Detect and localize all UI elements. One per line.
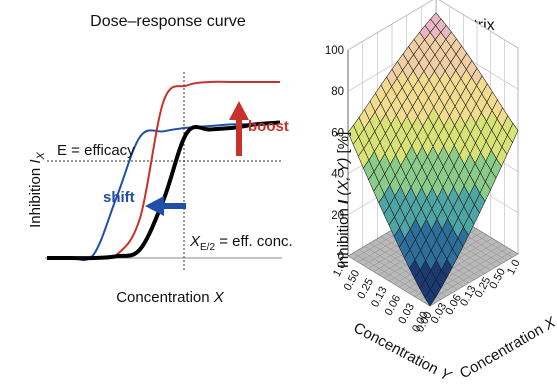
- boost-label: boost: [248, 118, 289, 135]
- shift-label: shift: [103, 189, 135, 206]
- chart-title: Dose–response curve: [90, 13, 246, 30]
- half-conc-symbol: X: [189, 233, 201, 250]
- wall-gridline: [347, 0, 519, 51]
- y-axis-label: Concentration Y: [351, 319, 455, 385]
- y-axis-label-sub: X: [35, 151, 47, 160]
- y-axis-label-text: Concentration: [351, 319, 445, 380]
- shift-arrow-head: [145, 196, 164, 216]
- z-tick-label: 20: [331, 210, 344, 222]
- x-axis-label-symbol: X: [213, 289, 225, 306]
- half-conc-label: XE/2 = eff. conc.: [189, 233, 293, 253]
- x-tick-label: 1.0: [505, 258, 523, 277]
- z-tick-label: 100: [325, 45, 344, 57]
- x-axis-label: Concentration X: [457, 313, 557, 382]
- x-axis-label: Concentration X: [116, 289, 225, 306]
- z-axis-label-args: (X, Y): [335, 158, 352, 200]
- y-axis-label-symbol: I: [27, 159, 44, 163]
- boost-arrow-head: [229, 101, 249, 120]
- z-axis-label-symbol: I: [335, 199, 352, 204]
- x-axis-label-text: Concentration: [457, 319, 550, 383]
- boost-arrow: [229, 101, 249, 156]
- z-axis-label: Inhibition I (X, Y) [%]: [335, 132, 352, 268]
- efficacy-label-text: E = efficacy: [57, 142, 135, 159]
- boost-arrow-shaft: [236, 118, 242, 156]
- shift-arrow-shaft: [162, 203, 186, 209]
- z-tick-label: 80: [331, 86, 344, 98]
- z-axis-label-text: Inhibition: [335, 204, 352, 268]
- z-tick-label: 60: [331, 127, 344, 139]
- z-axis-ticks: 0 20 40 60 80 100: [325, 45, 349, 263]
- dose-response-panel: Dose–response curve Inhibition IX Concen…: [27, 13, 293, 306]
- y-axis-label-text: Inhibition: [27, 164, 44, 228]
- z-tick-label: 0: [338, 251, 344, 263]
- z-axis-label-unit: [%]: [335, 132, 352, 158]
- y-axis-label: Inhibition IX: [27, 151, 47, 227]
- half-conc-sub: E/2: [200, 242, 215, 253]
- shift-arrow: [145, 196, 186, 216]
- x-axis-label-text: Concentration: [116, 289, 214, 306]
- z-tick-label: 40: [331, 169, 344, 181]
- surface-mesh: [347, 12, 519, 307]
- half-conc-tail: = eff. conc.: [215, 233, 293, 250]
- efficacy-label: E = efficacy: [57, 142, 135, 159]
- surface-cell: [424, 288, 436, 307]
